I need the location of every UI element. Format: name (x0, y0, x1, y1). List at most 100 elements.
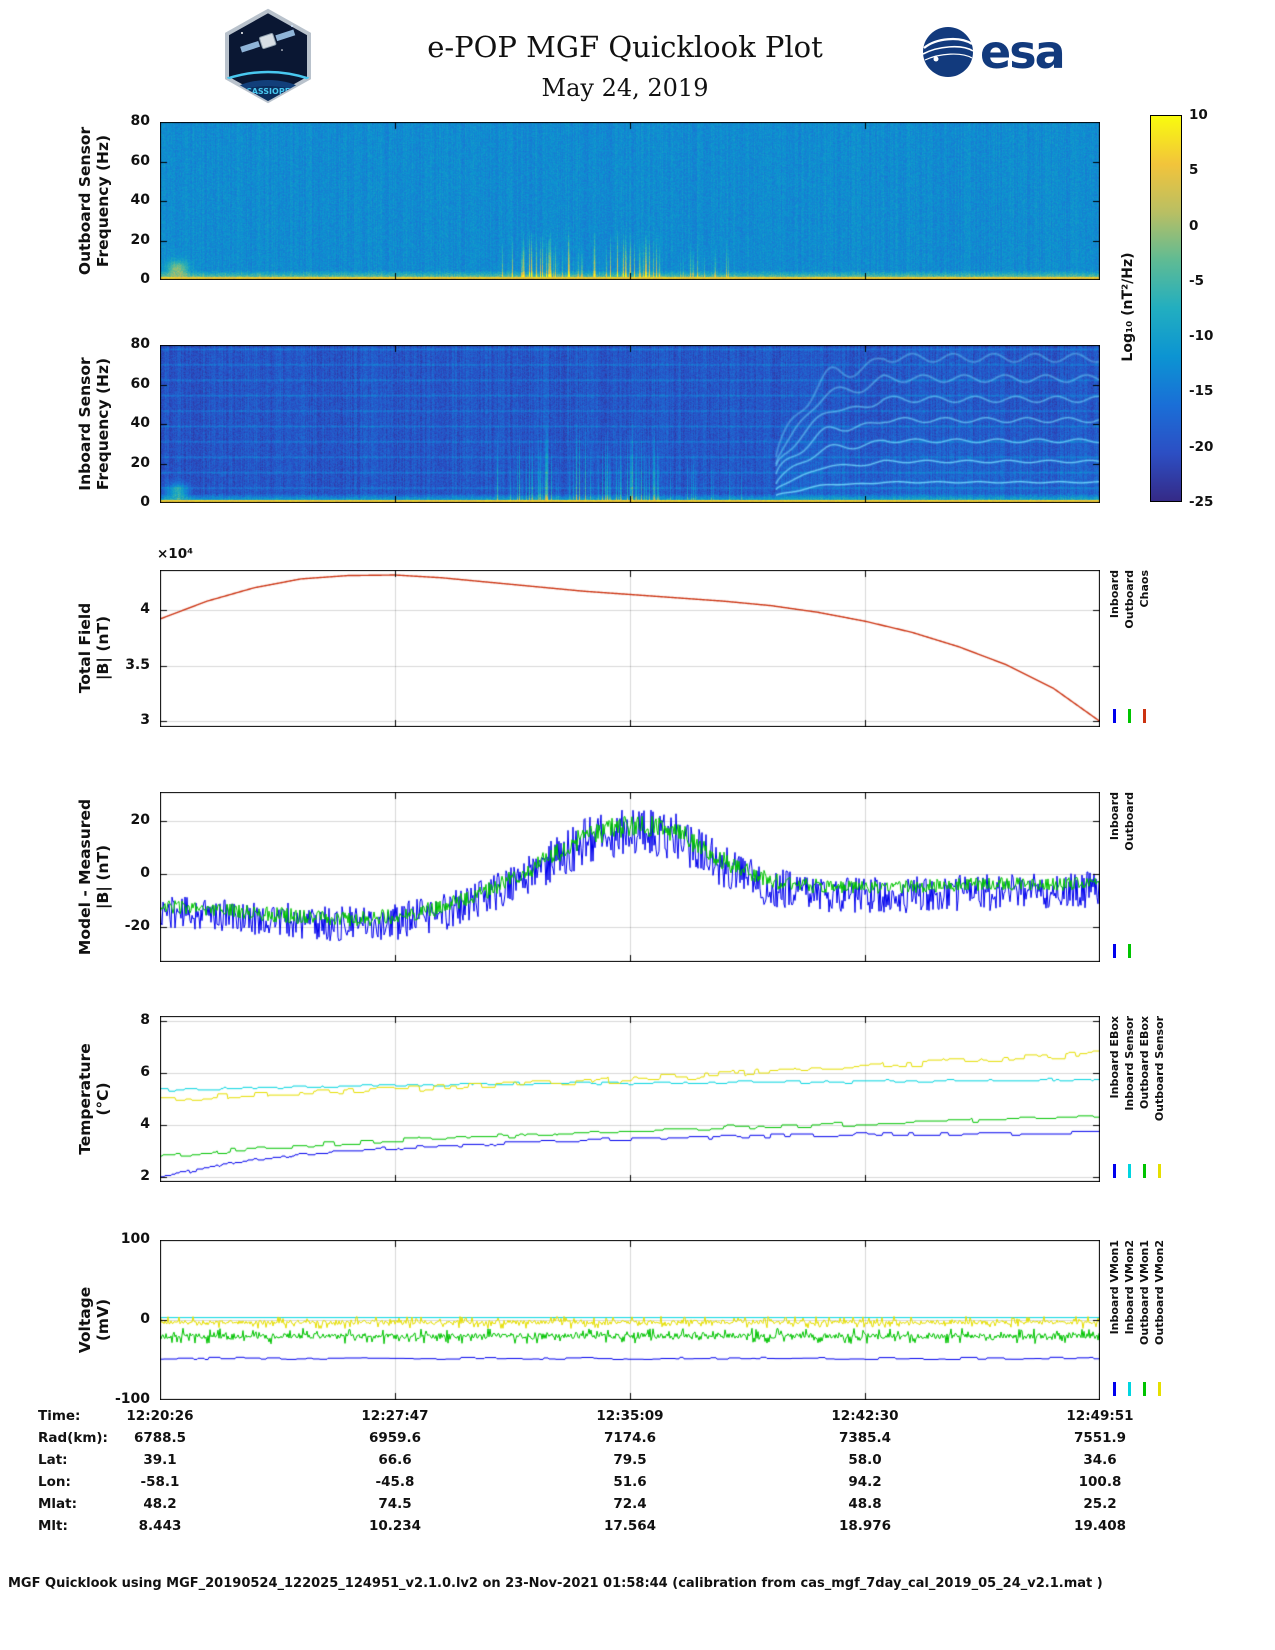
ytick-label: 0 (140, 1311, 150, 1327)
legend-total-field: Inboard Outboard Chaos (1107, 570, 1151, 727)
total-field-scale-annotation: ×10⁴ (157, 546, 194, 562)
eph-value: 7385.4 (838, 1430, 892, 1446)
eph-row-mlt: Mlt: 8.443 10.234 17.564 18.976 19.408 (0, 1518, 1275, 1540)
ytick-label: 40 (130, 192, 150, 208)
eph-value: 79.5 (613, 1452, 647, 1468)
legend-entry: Chaos (1137, 570, 1151, 727)
legend-entry: Outboard (1122, 570, 1136, 727)
eph-row-label: Rad(km): (38, 1430, 108, 1446)
legend-label: Inboard EBox (1107, 1016, 1121, 1099)
eph-value: 7551.9 (1073, 1430, 1127, 1446)
temperature-plot (160, 1016, 1100, 1182)
eph-row-lon: Lon: -58.1 -45.8 51.6 94.2 100.8 (0, 1474, 1275, 1496)
eph-value: 39.1 (143, 1452, 177, 1468)
legend-line-sample (1127, 709, 1131, 723)
legend-entry: Inboard Sensor (1122, 1016, 1136, 1182)
eph-row-label: Mlt: (38, 1518, 68, 1534)
eph-value: 66.6 (378, 1452, 412, 1468)
eph-value: 100.8 (1078, 1474, 1122, 1490)
ytick-label: 2 (140, 1167, 150, 1184)
page-title: e-POP MGF Quicklook Plot (427, 30, 823, 64)
legend-entry: Outboard (1122, 792, 1136, 962)
eph-value: 34.6 (1083, 1452, 1117, 1468)
esa-globe-icon (922, 27, 974, 77)
colorbar-label: Log₁₀ (nT²/Hz) (1120, 252, 1136, 362)
legend-line-sample (1127, 944, 1131, 958)
legend-line-sample (1112, 1382, 1116, 1396)
eph-value: 51.6 (613, 1474, 647, 1490)
colorbar-tick-label: -5 (1189, 272, 1204, 289)
ytick-label: 0 (140, 494, 150, 510)
ytick-label: 3.5 (125, 656, 150, 673)
ytick-label: 20 (130, 454, 150, 471)
ytick-label: 60 (130, 152, 150, 169)
ytick-label: -20 (124, 918, 150, 935)
legend-label: Outboard (1122, 570, 1136, 629)
ytick-label: 80 (130, 336, 150, 352)
ytick-label: 0 (140, 271, 150, 287)
legend-line-sample (1112, 1164, 1116, 1178)
colorbar-tick-label: -20 (1189, 438, 1214, 455)
legend-entry: Outboard VMon2 (1152, 1240, 1166, 1400)
eph-value: 72.4 (613, 1496, 647, 1512)
legend-entry: Inboard (1107, 570, 1121, 727)
legend-voltage: Inboard VMon1 Inboard VMon2 Outboard VMon1… (1107, 1240, 1166, 1400)
voltage-plot (160, 1240, 1100, 1400)
colorbar-tick-label: 10 (1189, 107, 1208, 123)
eph-value: 10.234 (368, 1518, 422, 1534)
plot-date: May 24, 2019 (541, 74, 709, 102)
eph-value: 94.2 (848, 1474, 882, 1490)
eph-value: -45.8 (375, 1474, 415, 1490)
legend-label: Inboard VMon2 (1122, 1240, 1136, 1335)
inboard-spectrogram-plot (160, 345, 1100, 503)
ytick-label: 100 (120, 1231, 150, 1247)
legend-label: Chaos (1137, 570, 1151, 608)
outboard-spectrogram-plot (160, 122, 1100, 280)
legend-label: Outboard (1122, 792, 1136, 851)
legend-line-sample (1127, 1164, 1131, 1178)
ytick-label: 8 (140, 1012, 150, 1029)
eph-row-label: Time: (38, 1408, 81, 1424)
ylabel-line: Temperature (76, 1043, 94, 1155)
legend-entry: Outboard EBox (1137, 1016, 1151, 1182)
footer-note: MGF Quicklook using MGF_20190524_122025_… (8, 1576, 1103, 1591)
ytick-label: 6 (140, 1064, 150, 1081)
legend-entry: Inboard VMon1 (1107, 1240, 1121, 1400)
ephemeris-table: Time: 12:20:26 12:27:47 12:35:09 12:42:30 12:… (0, 1408, 1275, 1544)
legend-line-sample (1112, 944, 1116, 958)
legend-model-measured: Inboard Outboard (1107, 792, 1136, 962)
eph-value: 18.976 (838, 1518, 892, 1534)
legend-entry: Outboard VMon1 (1137, 1240, 1151, 1400)
colorbar-tick-label: 5 (1189, 162, 1199, 179)
total-field-plot (160, 570, 1100, 727)
ytick-label: 4 (140, 1115, 150, 1132)
eph-value: 58.0 (848, 1452, 882, 1468)
cassiope-logo: CASSIOPE (225, 8, 311, 104)
legend-entry: Inboard EBox (1107, 1016, 1121, 1182)
legend-label: Inboard (1107, 570, 1121, 619)
legend-line-sample (1157, 1382, 1161, 1396)
legend-label: Outboard VMon1 (1137, 1240, 1151, 1345)
legend-line-sample (1142, 1164, 1146, 1178)
legend-label: Outboard Sensor (1152, 1016, 1166, 1122)
ytick-label: 20 (130, 231, 150, 248)
legend-line-sample (1142, 1382, 1146, 1396)
eph-value: 12:27:47 (361, 1408, 429, 1424)
eph-row-lat: Lat: 39.1 66.6 79.5 58.0 34.6 (0, 1452, 1275, 1474)
colorbar-tick-label: -15 (1189, 383, 1214, 400)
ytick-label: 80 (130, 113, 150, 129)
legend-entry: Inboard (1107, 792, 1121, 962)
ylabel-line: (°C) (94, 1082, 112, 1116)
eph-value: 48.8 (848, 1496, 882, 1512)
eph-row-mlat: Mlat: 48.2 74.5 72.4 48.8 25.2 (0, 1496, 1275, 1518)
eph-value: 48.2 (143, 1496, 177, 1512)
eph-value: 6788.5 (133, 1430, 187, 1446)
legend-line-sample (1157, 1164, 1161, 1178)
atmosphere-glow (227, 70, 309, 81)
legend-label: Inboard VMon1 (1107, 1240, 1121, 1335)
legend-entry: Outboard Sensor (1152, 1016, 1166, 1182)
legend-line-sample (1112, 709, 1116, 723)
ytick-label: 0 (140, 865, 150, 882)
ytick-label: 4 (140, 601, 150, 618)
